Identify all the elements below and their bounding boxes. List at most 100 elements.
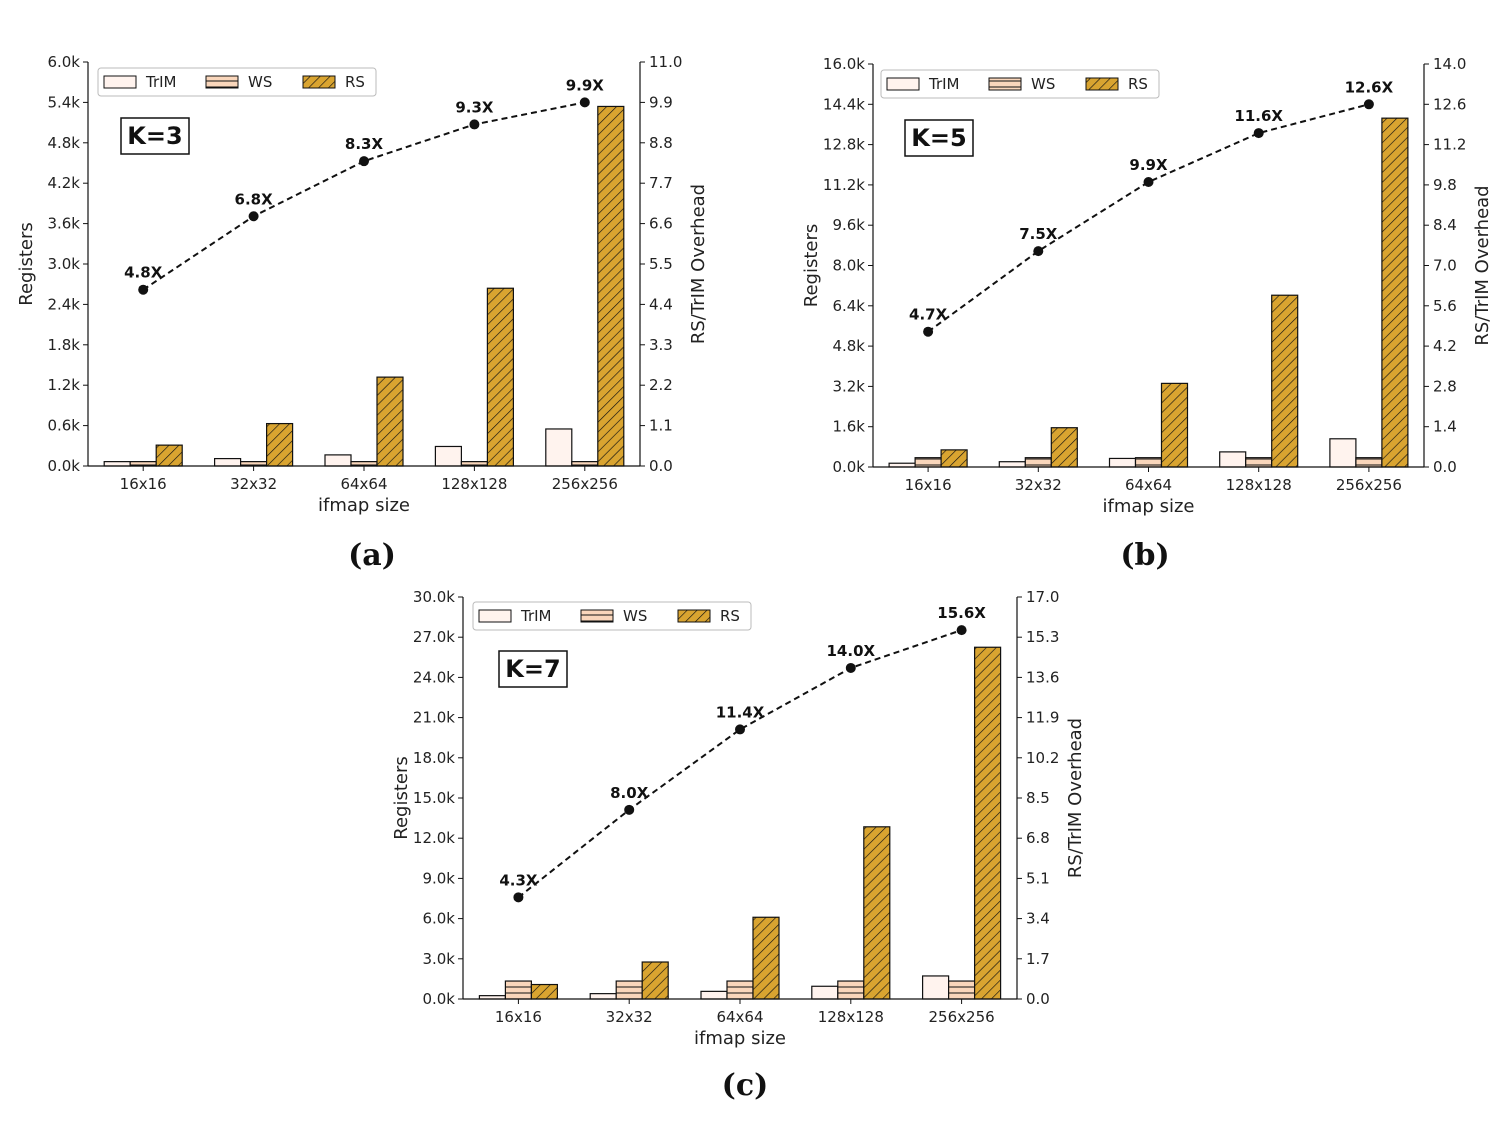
bar-ws-256x256 bbox=[571, 461, 599, 467]
legend-label: TrIM bbox=[928, 75, 960, 93]
overhead-point bbox=[359, 156, 369, 167]
bar-ws-16x16 bbox=[504, 980, 532, 1000]
legend-swatch-ws bbox=[205, 75, 239, 89]
bar-rs-256x256 bbox=[1381, 117, 1409, 468]
bar-ws-16x16 bbox=[914, 457, 942, 468]
y2-tick-label: 17.0 bbox=[1026, 588, 1059, 606]
overhead-label: 8.3X bbox=[345, 135, 384, 153]
legend-label: WS bbox=[248, 73, 272, 91]
y-tick-label: 0.6k bbox=[47, 417, 80, 435]
y2-axis-label: RS/TrIM Overhead bbox=[688, 184, 709, 344]
y2-tick-label: 8.5 bbox=[1026, 789, 1050, 807]
overhead-label: 9.9X bbox=[566, 76, 605, 94]
y-tick-label: 15.0k bbox=[413, 789, 455, 807]
x-axis-label: ifmap size bbox=[1103, 496, 1195, 517]
bar-trim-16x16 bbox=[103, 461, 131, 467]
overhead-label: 11.6X bbox=[1234, 107, 1283, 125]
bar-rs-64x64 bbox=[1160, 382, 1189, 468]
legend-label: RS bbox=[345, 73, 365, 91]
legend-swatch-trim bbox=[886, 77, 920, 91]
bar-rs-64x64 bbox=[376, 376, 404, 467]
y-tick-label: 24.0k bbox=[413, 668, 455, 686]
overhead-point bbox=[579, 97, 590, 108]
bar-ws-256x256 bbox=[947, 980, 976, 1000]
overhead-point bbox=[624, 804, 635, 815]
bar-ws-128x128 bbox=[460, 461, 488, 467]
y-tick-label: 3.2k bbox=[832, 377, 865, 395]
bar-rs-16x16 bbox=[940, 449, 968, 468]
legend-swatch-rs bbox=[1085, 77, 1119, 91]
y2-tick-label: 2.2 bbox=[649, 376, 673, 394]
bar-trim-64x64 bbox=[700, 990, 728, 1000]
bar-ws-16x16 bbox=[129, 461, 157, 467]
y2-tick-label: 15.3 bbox=[1026, 628, 1059, 646]
bar-rs-64x64 bbox=[752, 916, 780, 1000]
k-badge: K=5 bbox=[911, 124, 966, 152]
legend-label: WS bbox=[1031, 75, 1055, 93]
k-badge-box bbox=[498, 650, 568, 688]
overhead-point bbox=[1363, 99, 1374, 110]
overhead-point bbox=[956, 625, 967, 636]
y2-tick-label: 9.8 bbox=[1433, 176, 1457, 194]
overhead-label: 4.3X bbox=[499, 871, 538, 889]
y2-tick-label: 7.0 bbox=[1433, 257, 1457, 275]
y2-axis-label: RS/TrIM Overhead bbox=[1065, 718, 1086, 878]
k-badge: K=7 bbox=[505, 655, 560, 683]
bar-rs-16x16 bbox=[155, 444, 183, 467]
y-tick-label: 1.6k bbox=[832, 418, 865, 436]
y2-tick-label: 0.0 bbox=[1026, 990, 1050, 1008]
y2-tick-label: 3.3 bbox=[649, 336, 673, 354]
bar-rs-32x32 bbox=[1050, 427, 1078, 468]
y2-tick-label: 1.4 bbox=[1433, 418, 1457, 436]
overhead-point bbox=[1143, 177, 1154, 188]
y2-tick-label: 10.2 bbox=[1026, 749, 1059, 767]
y-tick-label: 5.4k bbox=[47, 93, 80, 111]
y-tick-label: 3.6k bbox=[47, 215, 80, 233]
y2-tick-label: 3.4 bbox=[1026, 910, 1050, 928]
bar-trim-32x32 bbox=[214, 457, 242, 467]
x-tick-label: 16x16 bbox=[495, 1008, 542, 1026]
x-tick-label: 16x16 bbox=[120, 475, 167, 493]
bar-rs-16x16 bbox=[530, 983, 559, 1000]
y2-tick-label: 8.8 bbox=[649, 134, 673, 152]
panel-caption: (b) bbox=[1120, 538, 1169, 573]
bar-rs-256x256 bbox=[973, 646, 1002, 1000]
x-tick-label: 256x256 bbox=[1336, 476, 1402, 494]
y-tick-label: 1.8k bbox=[47, 336, 80, 354]
x-tick-label: 32x32 bbox=[230, 475, 277, 493]
y-axis-label: Registers bbox=[801, 224, 822, 308]
legend-swatch-ws bbox=[580, 609, 614, 623]
y-tick-label: 12.8k bbox=[823, 136, 865, 154]
y-axis-label: Registers bbox=[16, 222, 37, 306]
legend-label: RS bbox=[720, 607, 740, 625]
y-tick-label: 6.0k bbox=[47, 53, 80, 71]
overhead-point bbox=[1033, 246, 1044, 257]
bar-trim-32x32 bbox=[589, 993, 617, 1000]
y-tick-label: 4.8k bbox=[47, 134, 80, 152]
y-tick-label: 8.0k bbox=[832, 257, 865, 275]
y-tick-label: 1.2k bbox=[47, 376, 80, 394]
y2-tick-label: 6.8 bbox=[1026, 829, 1050, 847]
legend-swatch-rs bbox=[302, 75, 336, 89]
y2-tick-label: 4.4 bbox=[649, 295, 673, 313]
legend-label: TrIM bbox=[145, 73, 177, 91]
x-tick-label: 128x128 bbox=[818, 1008, 884, 1026]
y-tick-label: 30.0k bbox=[413, 588, 455, 606]
bar-trim-32x32 bbox=[998, 461, 1026, 468]
x-tick-label: 32x32 bbox=[1015, 476, 1062, 494]
overhead-label: 14.0X bbox=[827, 642, 876, 660]
overhead-label: 4.8X bbox=[124, 264, 163, 282]
x-axis-label: ifmap size bbox=[318, 495, 410, 516]
y-tick-label: 3.0k bbox=[422, 950, 455, 968]
y-tick-label: 21.0k bbox=[413, 709, 455, 727]
overhead-point bbox=[469, 119, 480, 130]
y-tick-label: 4.8k bbox=[832, 337, 865, 355]
chart-panel-3: 0.0k 3.0k 6.0k 9.0k 12.0k 15.0k 18.0k 21.0k 24.0… bbox=[391, 588, 1086, 1049]
y2-tick-label: 0.0 bbox=[649, 457, 673, 475]
bar-trim-256x256 bbox=[1329, 438, 1357, 468]
y2-tick-label: 4.2 bbox=[1433, 337, 1457, 355]
bar-ws-64x64 bbox=[726, 980, 754, 1000]
y-tick-label: 4.2k bbox=[47, 174, 80, 192]
x-tick-label: 16x16 bbox=[905, 476, 952, 494]
